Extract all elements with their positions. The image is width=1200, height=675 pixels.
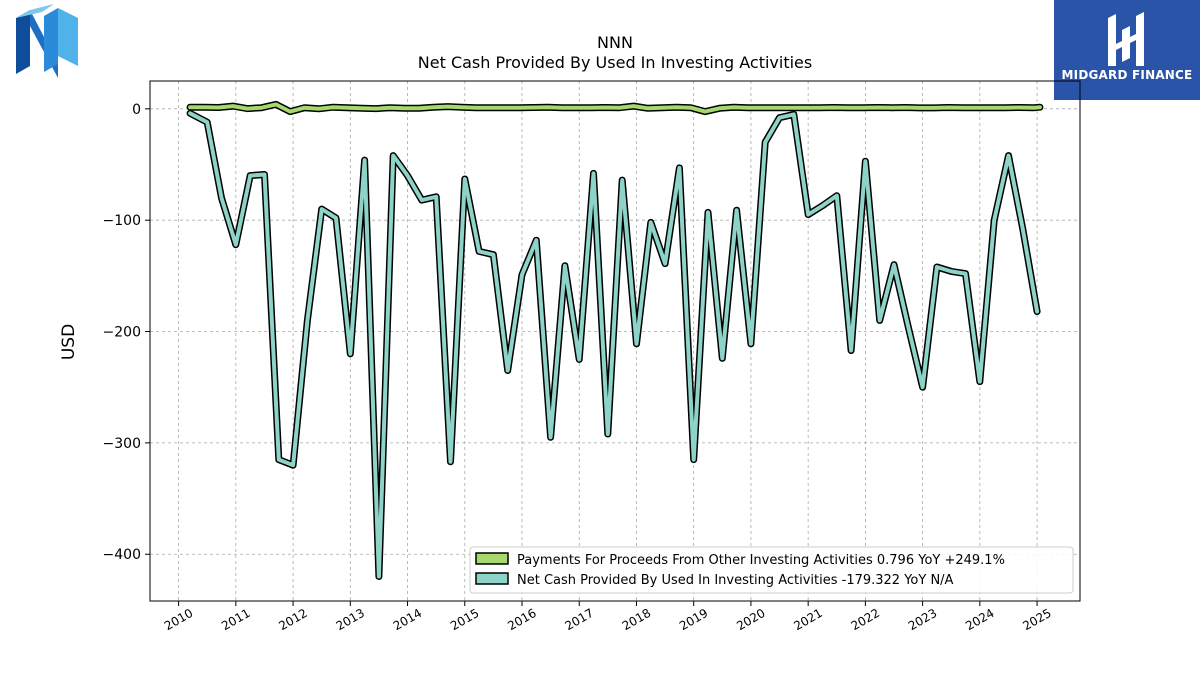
series-layer	[186, 100, 1044, 580]
plot-frame	[149, 80, 1081, 602]
legend-label-net-cash: Net Cash Provided By Used In Investing A…	[517, 573, 954, 588]
x-tick-label: 2011	[219, 606, 252, 633]
x-tick-label: 2014	[391, 606, 424, 633]
x-tick-label: 2013	[334, 606, 367, 633]
x-tick-label: 2025	[1020, 606, 1053, 633]
y-tick-label: −200	[103, 325, 141, 341]
y-tick-label: −100	[103, 213, 141, 229]
y-tick-label: −300	[103, 436, 141, 452]
nnn-logo-icon	[16, 4, 78, 78]
x-tick-label: 2015	[448, 606, 481, 633]
x-tick-label: 2023	[906, 606, 939, 633]
legend-box	[469, 546, 1074, 594]
chart-subtitle: Net Cash Provided By Used In Investing A…	[418, 53, 812, 72]
x-tick-label: 2016	[505, 606, 538, 633]
x-tick-label: 2020	[734, 606, 767, 633]
midgard-finance-logo: MIDGARD FINANCE	[1054, 0, 1200, 100]
x-tick-label: 2017	[563, 606, 596, 633]
y-tick-label: 0	[132, 102, 141, 118]
x-tick-label: 2018	[620, 606, 653, 633]
x-tick-label: 2022	[849, 606, 882, 633]
legend-swatch-net-cash	[475, 572, 509, 585]
x-tick-label: 2012	[276, 606, 309, 633]
payments-series-line	[188, 102, 1042, 114]
midgard-finance-logo-text: MIDGARD FINANCE	[1061, 68, 1193, 82]
x-tick-label: 2024	[963, 606, 996, 633]
legend: Payments For Proceeds From Other Investi…	[469, 546, 1074, 594]
y-axis-label: USD	[59, 324, 79, 360]
net-cash-series-line	[188, 111, 1040, 579]
legend-label-payments: Payments For Proceeds From Other Investi…	[517, 553, 1005, 568]
legend-swatch-payments	[475, 552, 509, 565]
x-tick-label: 2021	[791, 606, 824, 633]
nnn-logo	[14, 4, 84, 84]
chart-title: NNN	[597, 33, 633, 52]
x-tick-label: 2019	[677, 606, 710, 633]
y-tick-label: −400	[103, 547, 141, 563]
x-axis: 2010 2011 2012 2013 2014 2015 2016 2017 2018 2019…	[162, 601, 1054, 633]
y-axis: 0 −100 −200 −300 −400	[103, 102, 150, 563]
x-tick-label: 2010	[162, 606, 195, 633]
midgard-finance-logo-icon	[1108, 12, 1144, 66]
